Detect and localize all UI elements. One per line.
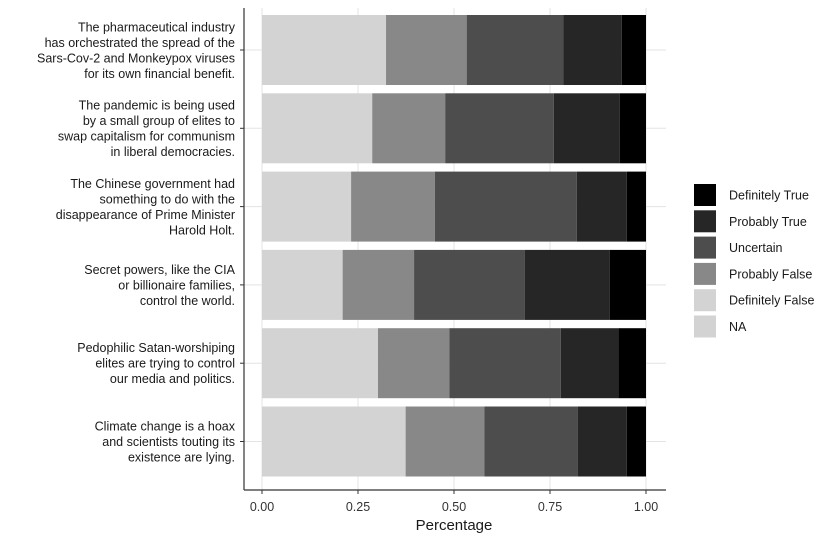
category-label-line: something to do with the xyxy=(100,192,236,206)
x-tick-labels: 0.00 0.25 0.50 0.75 1.00 xyxy=(250,500,658,514)
bar-segment-probably-false xyxy=(405,406,485,477)
bar-segment-probably-true xyxy=(560,328,619,399)
bar-segment-uncertain xyxy=(449,328,561,399)
category-label-line: Sars-Cov-2 and Monkeypox viruses xyxy=(37,51,235,65)
bar-segment-definitely-false xyxy=(262,93,373,164)
bar-segment-definitely-false xyxy=(262,328,378,399)
bar-segment-definitely-false xyxy=(262,171,352,242)
category-label-line: The pharmaceutical industry xyxy=(78,20,236,34)
category-label-line: existence are lying. xyxy=(128,451,235,465)
category-label: Pedophilic Satan-worshiping elites are tr… xyxy=(77,341,235,386)
category-label: Climate change is a hoax and scientists t… xyxy=(95,420,236,465)
legend-label: NA xyxy=(729,320,747,334)
x-tick-label: 0.00 xyxy=(250,500,274,514)
bar-segment-definitely-true xyxy=(618,328,646,399)
bar-segment-definitely-false xyxy=(262,15,387,85)
category-label-line: by a small group of elites to xyxy=(83,114,235,128)
category-label: The Chinese government had something to d… xyxy=(56,177,235,238)
legend-swatch xyxy=(694,289,716,312)
bar-segment-definitely-true xyxy=(619,93,646,164)
x-tick-label: 0.25 xyxy=(346,500,370,514)
bar-segment-definitely-true xyxy=(626,171,646,242)
legend-swatch xyxy=(694,210,716,233)
bar-segment-probably-false xyxy=(372,93,446,164)
category-label-line: for its own financial benefit. xyxy=(84,67,235,81)
legend-swatch xyxy=(694,236,716,259)
category-label-line: The Chinese government had xyxy=(70,177,235,191)
bar-segment-uncertain xyxy=(434,171,577,242)
axes xyxy=(240,8,666,494)
legend-label: Uncertain xyxy=(729,241,783,255)
category-label-line: disappearance of Prime Minister xyxy=(56,208,235,222)
x-tick-label: 0.50 xyxy=(442,500,466,514)
category-label: Secret powers, like the CIA or billionair… xyxy=(84,263,235,308)
bar-segment-definitely-false xyxy=(262,406,406,477)
category-label-line: control the world. xyxy=(140,294,235,308)
category-labels: The pharmaceutical industry has orchestra… xyxy=(37,20,236,464)
category-label-line: or billionaire families, xyxy=(118,278,235,292)
category-label-line: Climate change is a hoax xyxy=(95,420,236,434)
category-label-line: has orchestrated the spread of the xyxy=(45,36,235,50)
bar-segment-definitely-true xyxy=(626,406,646,477)
category-label-line: swap capitalism for communism xyxy=(58,130,235,144)
bar-segment-uncertain xyxy=(484,406,578,477)
bar-segment-probably-true xyxy=(553,93,620,164)
legend-swatch xyxy=(694,184,716,206)
bar-segment-probably-false xyxy=(377,328,450,399)
legend-label: Definitely False xyxy=(729,294,814,308)
category-label-line: The pandemic is being used xyxy=(79,99,235,113)
category-label-line: Secret powers, like the CIA xyxy=(84,263,235,277)
bar-segment-probably-false xyxy=(342,249,415,320)
x-tick-label: 0.75 xyxy=(538,500,562,514)
bar-segment-uncertain xyxy=(445,93,554,164)
bar-segment-probably-true xyxy=(576,171,627,242)
category-label-line: our media and politics. xyxy=(110,372,235,386)
category-label: The pharmaceutical industry has orchestra… xyxy=(37,20,236,81)
bar-segment-uncertain xyxy=(414,249,525,320)
category-label-line: Harold Holt. xyxy=(169,223,235,237)
category-label-line: in liberal democracies. xyxy=(111,145,235,159)
bar-segment-probably-false xyxy=(351,171,435,242)
bar-segment-probably-false xyxy=(386,15,467,85)
bar-segment-definitely-true xyxy=(621,15,646,85)
bars xyxy=(262,15,646,477)
legend-label: Probably True xyxy=(729,215,807,229)
legend: Definitely True Probably True Uncertain Pro… xyxy=(694,184,814,338)
legend-swatch xyxy=(694,315,716,338)
bar-segment-definitely-false xyxy=(262,249,343,320)
bar-segment-probably-true xyxy=(563,15,622,85)
category-label-line: elites are trying to control xyxy=(95,357,235,371)
category-label-line: Pedophilic Satan-worshiping xyxy=(77,341,235,355)
bar-segment-probably-true xyxy=(577,406,627,477)
x-axis-title: Percentage xyxy=(416,517,493,534)
legend-label: Definitely True xyxy=(729,189,809,203)
category-label-line: and scientists touting its xyxy=(102,435,235,449)
bar-segment-uncertain xyxy=(466,15,564,85)
category-label: The pandemic is being used by a small gro… xyxy=(58,99,235,160)
legend-label: Probably False xyxy=(729,267,812,281)
bar-segment-probably-true xyxy=(524,249,610,320)
x-tick-label: 1.00 xyxy=(634,500,658,514)
legend-swatch xyxy=(694,262,716,285)
bar-segment-definitely-true xyxy=(609,249,646,320)
